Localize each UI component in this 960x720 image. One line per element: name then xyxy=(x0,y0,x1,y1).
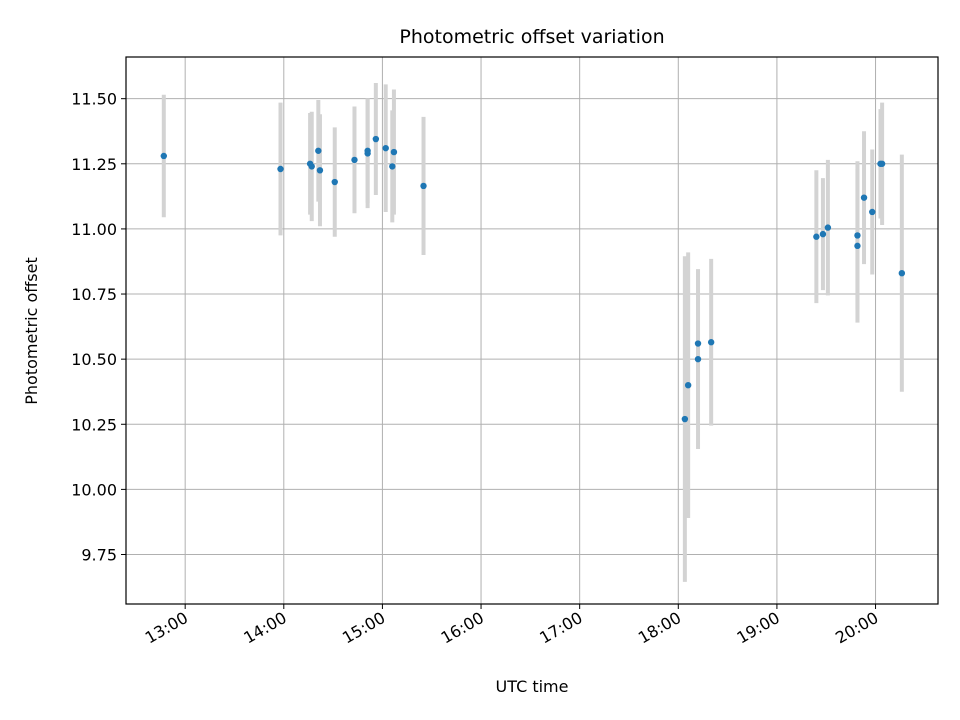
data-point xyxy=(316,167,324,174)
data-point xyxy=(898,269,906,277)
y-tick-label: 9.75 xyxy=(81,546,117,565)
data-point xyxy=(860,194,868,201)
y-tick-label: 10.75 xyxy=(71,285,117,304)
data-point xyxy=(854,232,861,239)
data-point xyxy=(694,355,702,363)
y-axis-title: Photometric offset xyxy=(22,257,41,405)
data-point xyxy=(420,182,427,190)
y-tick-label: 10.00 xyxy=(71,480,117,499)
data-point xyxy=(331,178,338,186)
y-tick-label: 10.25 xyxy=(71,415,117,434)
y-tick-label: 11.50 xyxy=(71,90,117,109)
data-point xyxy=(382,144,389,152)
data-point xyxy=(854,242,861,250)
data-point xyxy=(819,230,827,238)
plot-frame xyxy=(125,56,939,605)
x-axis-title: UTC time xyxy=(496,677,569,696)
data-point xyxy=(372,135,380,143)
data-point xyxy=(681,415,689,423)
data-point xyxy=(364,147,371,154)
data-point xyxy=(684,382,692,389)
y-tick-label: 10.50 xyxy=(71,350,117,369)
data-point xyxy=(707,339,715,346)
data-point xyxy=(878,160,886,167)
data-points xyxy=(160,135,906,423)
chart-title: Photometric offset variation xyxy=(399,26,664,48)
y-tick-label: 11.25 xyxy=(71,155,117,174)
data-point xyxy=(315,147,322,154)
data-point xyxy=(160,152,168,160)
data-point xyxy=(308,163,315,170)
y-tick-label: 11.00 xyxy=(71,220,117,239)
data-point xyxy=(813,233,820,240)
grid xyxy=(126,57,938,604)
data-point xyxy=(389,163,396,170)
data-point xyxy=(694,340,702,347)
data-point xyxy=(351,156,358,164)
data-point xyxy=(390,148,398,156)
data-point xyxy=(277,165,284,173)
data-point xyxy=(824,224,832,231)
data-point xyxy=(869,208,876,216)
